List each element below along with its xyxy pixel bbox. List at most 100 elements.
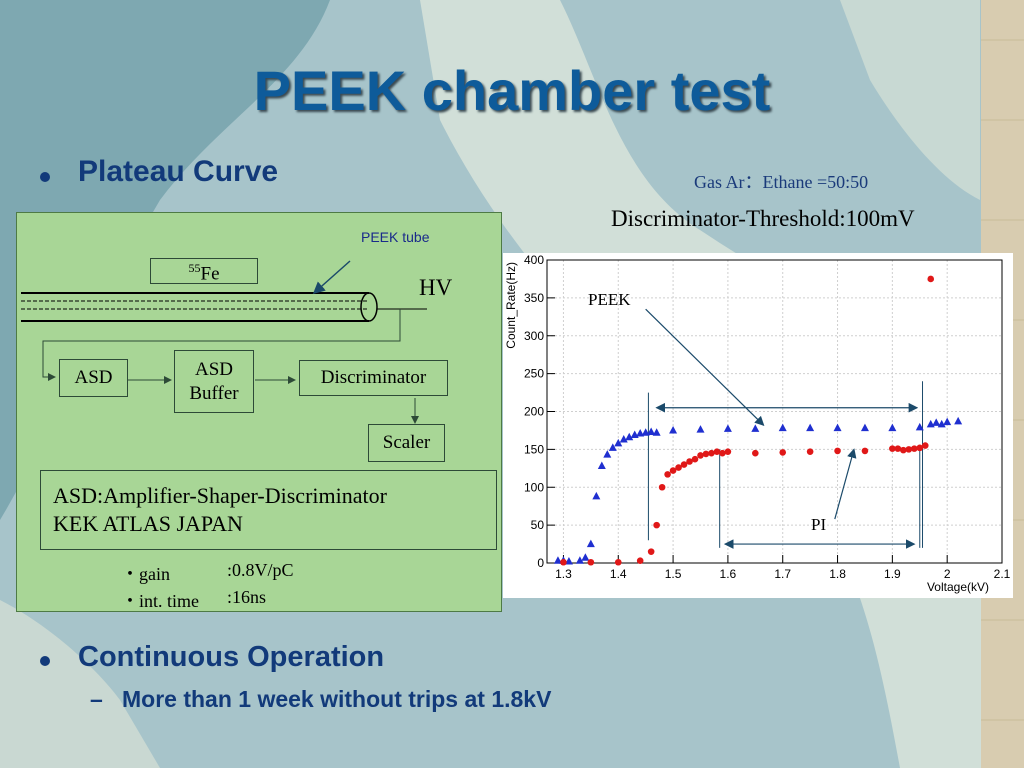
y-tick-label: 300 — [524, 329, 544, 343]
peek-data-point — [614, 438, 623, 447]
peek-tube-label: PEEK tube — [361, 229, 430, 245]
gain-value: :0.8V/pC — [227, 560, 294, 580]
y-tick-label: 100 — [524, 480, 544, 494]
pi-data-point — [900, 446, 907, 454]
pi-data-point — [614, 558, 622, 566]
peek-data-point — [778, 423, 787, 432]
hv-label: HV — [419, 275, 453, 300]
pi-data-point — [713, 448, 721, 455]
sub-bullet-continuous: More than 1 week without trips at 1.8kV — [122, 686, 552, 712]
asd-box: ASD — [59, 359, 128, 397]
x-tick-label: 1.3 — [555, 567, 572, 581]
peek-data-point — [833, 423, 842, 432]
peek-data-point — [860, 423, 869, 432]
plateau-chart: 1.3 1.4 1.5 1.6 1.7 1.8 1.9 2 2.1 0 50 100 150 200 250… — [503, 253, 1013, 598]
bullet-continuous-operation: Continuous Operation — [78, 641, 385, 673]
pi-data-point — [834, 447, 841, 455]
plateau-chart-svg: 1.3 1.4 1.5 1.6 1.7 1.8 1.9 2 2.1 0 50 100 150 200 250… — [504, 253, 1011, 594]
pi-data-point — [905, 446, 913, 453]
pi-data-point — [691, 455, 699, 463]
peek-data-point — [888, 423, 897, 432]
x-tick-label: 2.1 — [994, 567, 1011, 581]
x-tick-label: 1.8 — [829, 567, 846, 581]
peek-data-point — [954, 416, 963, 425]
pi-data-point — [560, 558, 567, 566]
fe-mass-number: 55 — [188, 260, 201, 275]
y-tick-label: 350 — [524, 291, 544, 305]
pi-data-point — [779, 449, 787, 456]
pi-data-point — [664, 471, 671, 478]
gas-note: Gas Ar：Ethane =50:50 — [694, 172, 869, 192]
pi-data-point — [686, 458, 693, 465]
y-tick-label: 150 — [524, 442, 544, 456]
pi-data-point — [889, 445, 896, 452]
y-tick-label: 400 — [524, 253, 544, 267]
pi-data-point — [675, 464, 682, 471]
scaler-box: Scaler — [368, 424, 445, 462]
diagram-lines — [21, 260, 427, 424]
peek-data-point — [943, 417, 952, 426]
peek-data-point — [586, 539, 595, 548]
peek-data-point — [553, 556, 562, 564]
pi-data-point — [927, 275, 935, 283]
x-tick-label: 1.6 — [720, 567, 737, 581]
pi-data-point — [653, 521, 660, 529]
pi-data-point — [669, 467, 677, 474]
x-tick-label: 1.9 — [884, 567, 901, 581]
peek-data-point — [603, 450, 612, 458]
y-tick-label: 0 — [537, 556, 544, 570]
gain-key: ・gain — [121, 564, 170, 584]
peek-data-point — [581, 553, 590, 561]
peek-data-point — [575, 556, 584, 564]
pi-data-point — [719, 449, 726, 457]
peek-data-point — [932, 418, 941, 426]
asd-info-line1: ASD:Amplifier-Shaper-Discriminator — [53, 483, 387, 508]
peek-data-point — [564, 556, 573, 565]
peek-data-point — [652, 428, 661, 436]
peek-data-point — [806, 423, 815, 432]
pi-data-point — [658, 483, 666, 491]
pi-data-point — [921, 442, 929, 449]
x-tick-label: 1.5 — [665, 567, 682, 581]
peek-data-point — [647, 427, 656, 435]
peek-data-point — [592, 491, 601, 500]
pi-data-point — [916, 444, 924, 452]
pi-data-point — [861, 447, 869, 455]
threshold-note: Discriminator-Threshold:100mV — [611, 206, 915, 231]
y-axis-label: Count_Rate(Hz) — [504, 262, 518, 349]
pi-data-point — [910, 445, 918, 452]
peek-data-point — [608, 443, 617, 451]
pi-pointer-arrow — [834, 448, 857, 520]
peek-pointer-arrow — [645, 308, 765, 426]
x-tick-label: 1.4 — [610, 567, 627, 581]
peek-data-point — [696, 425, 705, 433]
peek-data-point — [636, 428, 645, 437]
pi-annotation: PI — [811, 515, 826, 534]
fe-label: Fe — [200, 263, 220, 285]
pi-data-point — [752, 449, 759, 457]
asd-info-line2: KEK ATLAS JAPAN — [53, 511, 243, 536]
peek-data-point — [619, 435, 628, 443]
fe-source-box: 55Fe — [150, 258, 258, 284]
pi-data-point — [680, 461, 688, 468]
bullet-dot — [40, 656, 50, 666]
peek-annotation: PEEK — [588, 290, 631, 309]
y-tick-label: 250 — [524, 367, 544, 381]
pi-data-point — [697, 452, 704, 459]
pi-data-point — [587, 558, 595, 566]
x-tick-label: 1.7 — [774, 567, 791, 581]
time-key: ・int. time — [121, 591, 199, 611]
pi-data-point — [636, 557, 644, 565]
time-value: :16ns — [227, 587, 267, 607]
pi-data-point — [806, 448, 814, 455]
pi-data-point — [724, 448, 732, 455]
pi-data-point — [647, 548, 655, 555]
x-tick-label: 2 — [944, 567, 951, 581]
x-axis-label: Voltage(kV) — [927, 580, 989, 594]
pi-data-point — [702, 450, 710, 458]
slide-title: PEEK chamber test — [253, 59, 771, 122]
y-tick-label: 50 — [531, 518, 545, 532]
peek-data-point — [723, 424, 732, 432]
asd-buffer-box: ASD Buffer — [174, 350, 254, 413]
bullet-plateau-curve: Plateau Curve — [78, 155, 279, 188]
